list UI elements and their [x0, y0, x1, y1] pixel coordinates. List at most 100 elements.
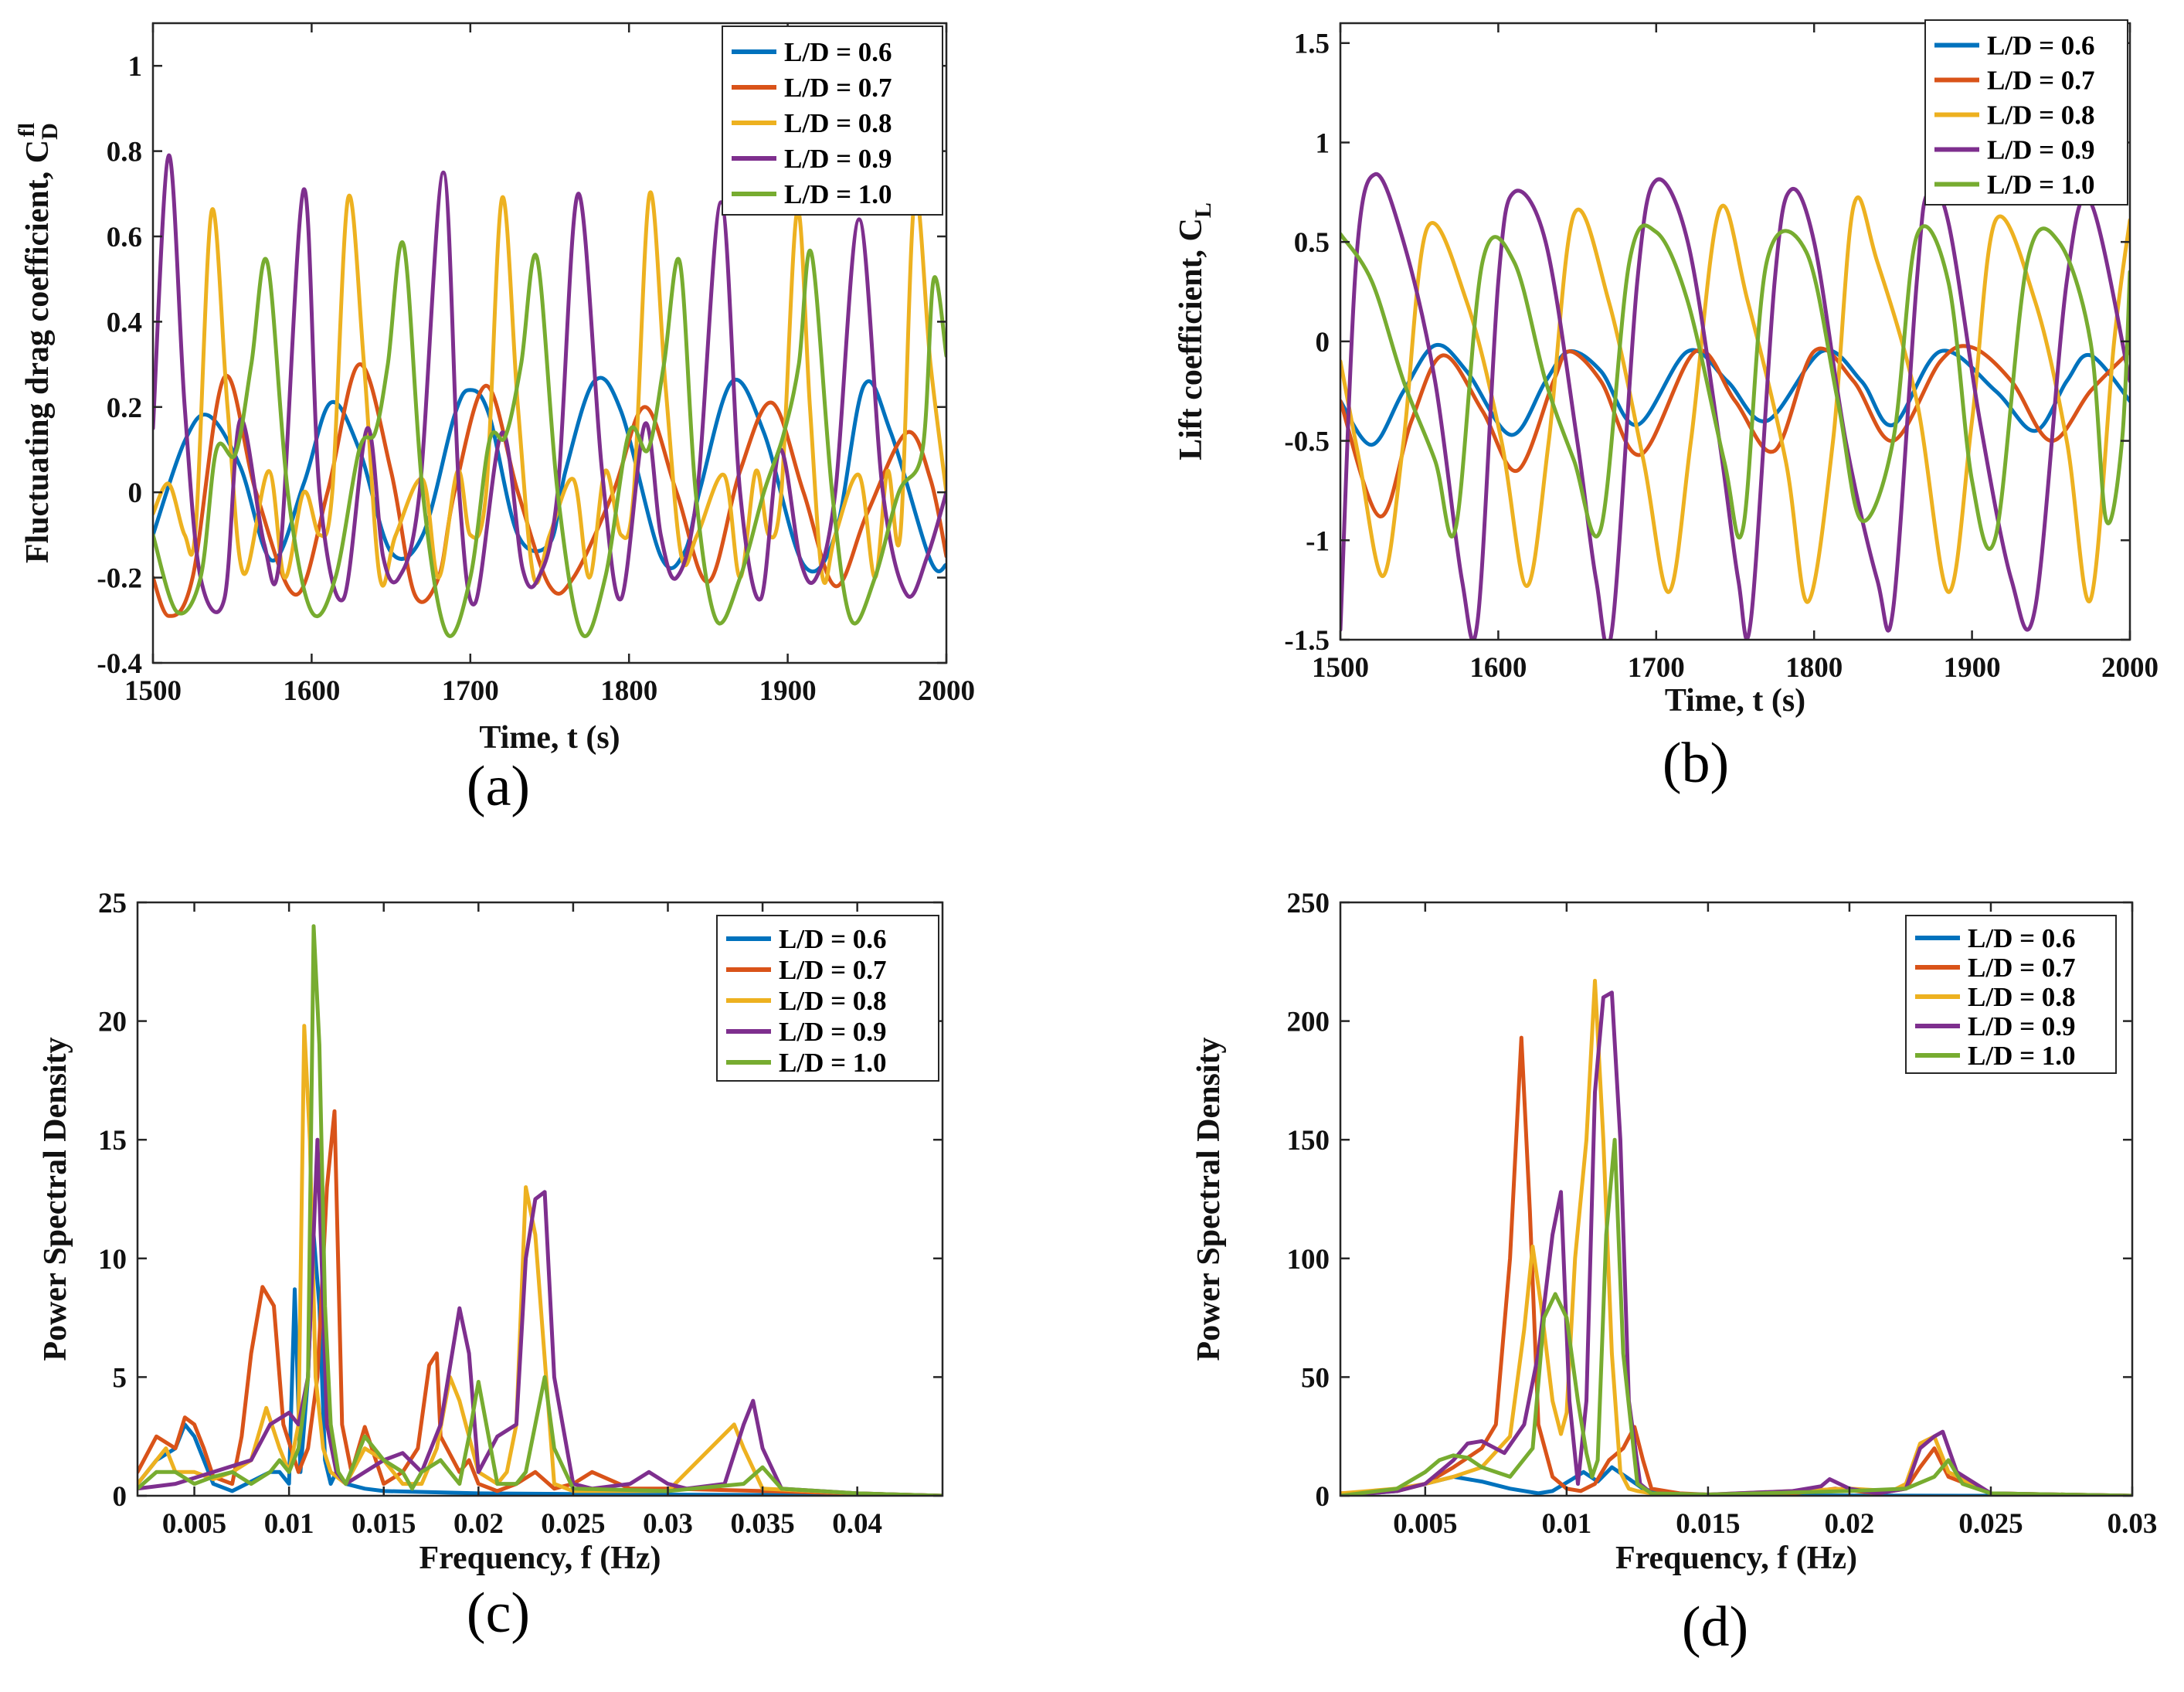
y-tick-label: 0: [1316, 1481, 1330, 1513]
y-tick-label: 0.6: [107, 222, 142, 253]
y-axis-title: Power Spectral Density: [1191, 1037, 1227, 1361]
legend-entry: L/D = 1.0: [784, 179, 892, 209]
x-tick-label: 1600: [1469, 652, 1527, 684]
chart-panel-d: 0.005 0.01 0.015 0.02 0.025 0.03 0 50 100 150 200 2…: [1191, 888, 2157, 1659]
series-line-0.8: [1340, 195, 2130, 604]
panel-label: (a): [467, 755, 530, 818]
panel-label: (c): [467, 1582, 530, 1645]
y-tick-label: 0: [113, 1481, 127, 1513]
chart-panel-a: 1500 1600 1700 1800 1900 2000 -0.4 -0.2 0 0.2 0.4 0…: [14, 22, 975, 818]
y-tick-label: -0.2: [97, 563, 142, 595]
panel-label: (d): [1682, 1595, 1748, 1659]
x-tick-label: 0.015: [352, 1508, 416, 1540]
x-tick-label: 1800: [600, 675, 657, 707]
y-tick-label: 0: [128, 477, 143, 509]
legend: L/D = 0.6L/D = 0.7L/D = 0.8L/D = 0.9L/D …: [1924, 19, 2128, 206]
y-axis-subscript: L: [1191, 202, 1216, 218]
x-axis-title: Time, t (s): [1665, 683, 1805, 719]
x-tick-label: 1900: [759, 675, 817, 707]
series-line-0.9: [1340, 990, 2132, 1496]
legend: L/D = 0.6L/D = 0.7L/D = 0.8L/D = 0.9L/D …: [716, 915, 939, 1082]
x-tick-label: 0.005: [162, 1508, 226, 1540]
legend-entry: L/D = 0.6: [1968, 923, 2076, 953]
x-axis-title: Frequency, f (Hz): [419, 1541, 661, 1576]
legend-entry: L/D = 1.0: [1987, 170, 2095, 200]
legend-entry: L/D = 0.8: [1987, 100, 2095, 131]
legend-entry: L/D = 1.0: [779, 1048, 887, 1078]
legend-entry: L/D = 0.8: [779, 986, 887, 1016]
x-tick-label: 0.025: [541, 1508, 605, 1540]
x-tick-label: 1700: [1628, 652, 1685, 684]
x-tick-label: 1800: [1785, 652, 1843, 684]
axes-frame: [1339, 22, 2131, 641]
series-line-0.7: [153, 362, 946, 618]
series-group: [1340, 172, 2130, 640]
y-tick-label: 20: [98, 1007, 127, 1038]
y-axis-title: Lift coefficient, CL: [1174, 202, 1216, 460]
axes-frame: [151, 22, 948, 664]
y-axis-title: Power Spectral Density: [38, 1037, 73, 1361]
legend-entry: L/D = 0.9: [784, 144, 892, 174]
y-axis-subscript: D: [37, 123, 63, 140]
x-tick-label: 1600: [283, 675, 340, 707]
y-tick-label: -0.4: [97, 648, 142, 680]
legend-entry: L/D = 1.0: [1968, 1041, 2076, 1071]
y-tick-label: -0.5: [1284, 426, 1330, 458]
y-tick-label: -1: [1306, 525, 1330, 557]
axes-frame: [136, 901, 944, 1497]
series-line-1.0: [1340, 223, 2130, 551]
y-tick-label: 15: [98, 1125, 127, 1157]
chart-panel-b: 1500 1600 1700 1800 1900 2000 -1.5 -1 -0.5 0 0.5 1 1…: [1174, 19, 2159, 795]
series-line-0.9: [153, 153, 946, 614]
y-tick-label: 0.2: [107, 392, 142, 424]
series-line-1.0: [1340, 1137, 2132, 1496]
legend-entry: L/D = 0.7: [1968, 953, 2076, 983]
x-tick-label: 0.025: [1958, 1508, 2023, 1540]
legend-entry: L/D = 0.7: [779, 955, 887, 985]
x-tick-label: 1500: [124, 675, 182, 707]
series-group: [138, 924, 943, 1496]
legend-entry: L/D = 0.9: [779, 1017, 887, 1047]
series-line-1.0: [138, 924, 943, 1496]
x-tick-label: 1700: [442, 675, 499, 707]
x-tick-label: 2000: [2101, 652, 2159, 684]
y-tick-label: 1: [1316, 127, 1330, 159]
legend: L/D = 0.6 L/D = 0.7 L/D = 0.8 L/D = 0.9 L/D …: [722, 25, 943, 216]
legend-entry: L/D = 0.6: [784, 37, 892, 67]
legend-entry: L/D = 0.6: [1987, 31, 2095, 61]
x-tick-label: 1500: [1312, 652, 1369, 684]
y-tick-label: 0.8: [107, 137, 142, 168]
y-tick-label: 100: [1287, 1244, 1330, 1276]
y-tick-label: 0.5: [1294, 227, 1330, 259]
y-tick-label: 200: [1287, 1007, 1330, 1038]
x-tick-label: 0.04: [832, 1508, 882, 1540]
legend-entry: L/D = 0.8: [1968, 982, 2076, 1012]
series-line-0.9: [1340, 172, 2130, 640]
y-tick-label: 50: [1301, 1362, 1330, 1394]
x-axis-title: Time, t (s): [479, 720, 620, 756]
legend-entry: L/D = 0.6: [779, 924, 887, 954]
legend-entry: L/D = 0.8: [784, 108, 892, 138]
x-tick-label: 0.005: [1393, 1508, 1457, 1540]
legend-entry: L/D = 0.9: [1968, 1011, 2076, 1041]
y-tick-label: 150: [1287, 1125, 1330, 1157]
x-tick-label: 0.015: [1676, 1508, 1740, 1540]
chart-panel-c: 0.005 0.01 0.015 0.02 0.025 0.03 0.035 0.04 0 5 10…: [38, 888, 944, 1645]
y-tick-label: -1.5: [1284, 625, 1330, 657]
x-tick-label: 0.02: [1825, 1508, 1875, 1540]
x-tick-label: 1900: [1944, 652, 2001, 684]
series-group: [153, 153, 946, 638]
legend-entry: L/D = 0.7: [784, 73, 892, 103]
axes-frame: [1339, 901, 2134, 1497]
x-tick-label: 0.035: [730, 1508, 794, 1540]
y-axis-superscript: fl: [14, 123, 39, 137]
y-tick-label: 10: [98, 1244, 127, 1276]
x-tick-label: 0.03: [643, 1508, 693, 1540]
y-tick-label: 1: [128, 51, 143, 83]
y-axis-title: Fluctuating drag coefficient, CDfl: [14, 123, 63, 563]
y-tick-label: 1.5: [1294, 29, 1330, 60]
x-tick-label: 0.02: [453, 1508, 504, 1540]
y-tick-label: 0.4: [107, 307, 142, 338]
x-tick-label: 0.03: [2108, 1508, 2158, 1540]
